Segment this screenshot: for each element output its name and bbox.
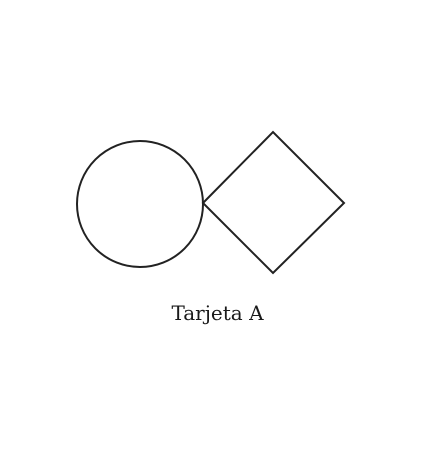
card-caption: Tarjeta A — [171, 301, 264, 325]
diamond-shape — [201, 130, 346, 275]
circle-shape — [76, 140, 204, 268]
